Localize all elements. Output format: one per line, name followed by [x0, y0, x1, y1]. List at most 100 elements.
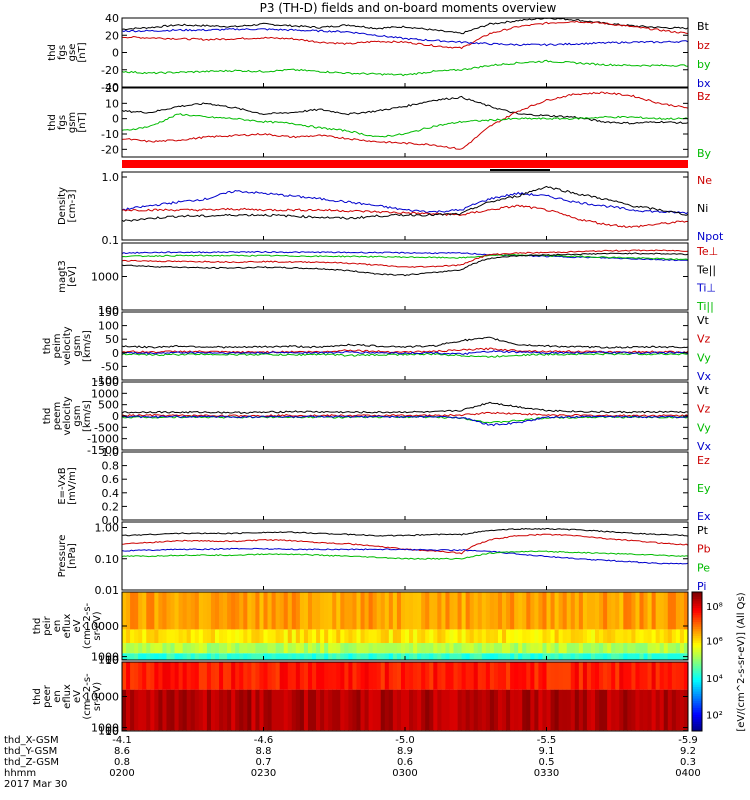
- heatmap-cell: [332, 592, 337, 630]
- heatmap-cell: [437, 689, 442, 731]
- heatmap-cell: [623, 662, 628, 690]
- y-axis-label-line: en: [52, 620, 63, 633]
- heatmap-cell: [166, 653, 171, 660]
- y-tick-label: 10000: [84, 620, 119, 633]
- heatmap-cell: [170, 629, 175, 644]
- heatmap-cell: [348, 643, 353, 654]
- heatmap-cell: [506, 662, 511, 690]
- panel-4: magt3[eV]: [57, 242, 689, 311]
- x-row-label: hhmm: [4, 768, 36, 779]
- y-tick-label: 1000: [91, 271, 119, 284]
- heatmap-cell: [312, 629, 317, 644]
- x-row-label: thd_Z-GSM: [4, 757, 59, 768]
- colorbar-cell: [692, 719, 702, 723]
- heatmap-cell: [554, 689, 560, 731]
- heatmap-cell: [477, 629, 483, 644]
- colorbar-cell: [692, 724, 702, 727]
- heatmap-cell: [663, 629, 669, 644]
- heatmap-cell: [154, 653, 159, 660]
- heatmap-cell: [441, 643, 446, 654]
- heatmap-cell: [518, 662, 523, 690]
- heatmap-cell: [485, 689, 491, 731]
- heatmap-cell: [413, 689, 418, 731]
- heatmap-cell: [231, 592, 236, 630]
- heatmap-cell: [130, 592, 135, 630]
- heatmap-cell: [493, 689, 499, 731]
- heatmap-cell: [303, 643, 309, 654]
- heatmap-cell: [283, 653, 289, 660]
- colorbar-cell: [692, 677, 702, 681]
- heatmap-cell: [510, 689, 515, 731]
- heatmap-cell: [570, 653, 576, 660]
- heatmap-cell: [291, 653, 297, 660]
- colorbar-cell: [692, 629, 702, 632]
- heatmap-cell: [210, 643, 216, 654]
- heatmap-cell: [235, 662, 240, 690]
- heatmap-cell: [126, 643, 131, 654]
- heatmap-cell: [506, 653, 511, 660]
- heatmap-cell: [631, 592, 636, 630]
- heatmap-cell: [433, 689, 438, 731]
- heatmap-cell: [344, 662, 349, 690]
- heatmap-cell: [497, 662, 503, 690]
- y-axis-label: thdpeemvelocitygsm[km/s]: [42, 396, 93, 435]
- heatmap-cell: [607, 662, 612, 690]
- heatmap-cell: [396, 643, 402, 654]
- heatmap-cell: [643, 689, 648, 731]
- heatmap-cell: [405, 689, 410, 731]
- colorbar-cell: [692, 647, 702, 651]
- heatmap-cell: [186, 629, 192, 644]
- colorbar-frame: [691, 591, 703, 732]
- heatmap-cell: [324, 662, 329, 690]
- colorbar-cell: [692, 592, 702, 595]
- heatmap-cell: [194, 592, 200, 630]
- heatmap-cell: [615, 629, 620, 644]
- heatmap-cell: [550, 592, 555, 630]
- heatmap-cell: [595, 662, 600, 690]
- heatmap-cell: [461, 653, 467, 660]
- heatmap-cell: [162, 653, 167, 660]
- y-tick-label: 100: [98, 304, 119, 317]
- panel-6: thdpeemvelocitygsm[km/s]: [42, 381, 689, 451]
- heatmap-cell: [651, 653, 657, 660]
- heatmap-cell: [380, 629, 386, 644]
- heatmap-cell: [324, 592, 329, 630]
- heatmap-cell: [453, 689, 458, 731]
- heatmap-cell: [162, 629, 167, 644]
- heatmap-cell: [655, 643, 661, 654]
- heatmap-cell: [126, 629, 131, 644]
- heatmap-cell: [162, 592, 167, 630]
- heatmap-cell: [214, 662, 220, 690]
- heatmap-cell: [530, 643, 535, 654]
- heatmap-cell: [550, 643, 555, 654]
- heatmap-cell: [615, 653, 620, 660]
- heatmap-cell: [449, 689, 454, 731]
- heatmap-cell: [142, 662, 147, 690]
- heatmap-cell: [299, 592, 305, 630]
- heatmap-cell: [174, 689, 179, 731]
- heatmap-cell: [312, 689, 317, 731]
- heatmap-cell: [675, 653, 681, 660]
- heatmap-cell: [619, 592, 624, 630]
- heatmap-cell: [356, 653, 361, 660]
- colorbar-cell: [692, 707, 702, 711]
- heatmap-cell: [627, 643, 632, 654]
- heatmap-cell: [223, 592, 228, 630]
- heatmap-cell: [344, 653, 349, 660]
- heatmap-cell: [675, 689, 681, 731]
- heatmap-cell: [663, 643, 669, 654]
- heatmap-cell: [477, 662, 483, 690]
- heatmap-cell: [558, 689, 564, 731]
- heatmap-cell: [518, 689, 523, 731]
- heatmap-cell: [659, 653, 665, 660]
- heatmap-cell: [671, 689, 677, 731]
- heatmap-cell: [154, 662, 159, 690]
- heatmap-cell: [352, 643, 357, 654]
- heatmap-cell: [267, 662, 272, 690]
- y-tick-label: -10: [101, 128, 119, 141]
- heatmap-cell: [421, 629, 426, 644]
- heatmap-cell: [566, 653, 572, 660]
- heatmap-cell: [303, 653, 309, 660]
- heatmap-cell: [493, 592, 499, 630]
- y-axis-label-line: thd: [42, 338, 53, 355]
